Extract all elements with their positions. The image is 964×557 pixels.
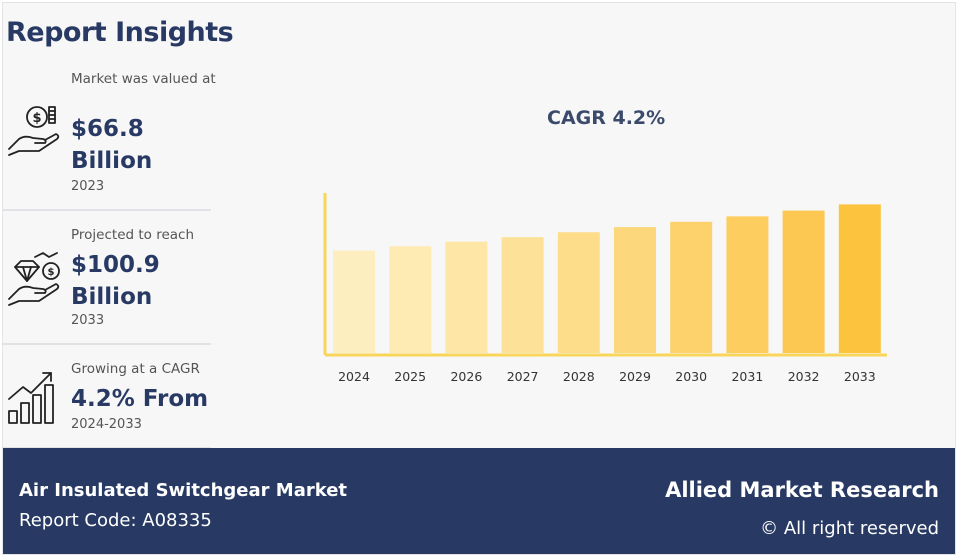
chart-title: CAGR 4.2%: [547, 107, 666, 129]
bar-chart: 2024 2025 2026 2027 2028 2029 2030 2031 2032 2033: [323, 193, 887, 384]
bar-2027: [501, 237, 544, 353]
bar-2024: [333, 250, 375, 353]
bar-2030: [670, 221, 713, 353]
diamond-hand-icon: $: [8, 252, 60, 306]
stat-year: 2023: [71, 179, 105, 194]
stat-projected-value: $ Projected to reach $100.9 Billion 2033: [3, 211, 211, 343]
stat-year: 2024-2033: [71, 417, 142, 432]
stat-label: Market was valued at: [71, 71, 216, 87]
x-tick-label: 2033: [844, 369, 876, 384]
stat-value: 4.2% From: [71, 386, 209, 412]
x-tick-label: 2031: [731, 369, 763, 384]
bar-2028: [557, 232, 600, 353]
copyright-text: © All right reserved: [760, 518, 939, 539]
brand-name: Allied Market Research: [665, 478, 939, 502]
bar-2029: [614, 227, 656, 353]
bar-2026: [445, 241, 488, 353]
money-hand-icon: $: [8, 106, 60, 156]
x-tick-label: 2032: [788, 369, 820, 384]
x-tick-label: 2030: [675, 369, 707, 384]
report-code: Report Code: A08335: [19, 510, 212, 531]
x-tick-label: 2027: [507, 369, 539, 384]
growth-bars-icon: [8, 372, 54, 424]
x-tick-label: 2026: [450, 369, 482, 384]
page-title: Report Insights: [6, 17, 234, 48]
x-tick-label: 2028: [563, 369, 595, 384]
stat-cagr: Growing at a CAGR 4.2% From 2024-2033: [3, 345, 211, 447]
footer: Air Insulated Switchgear Market Report C…: [3, 448, 955, 554]
stat-label: Projected to reach: [71, 227, 195, 243]
bar-2031: [726, 216, 769, 353]
x-tick-label: 2029: [619, 369, 651, 384]
stat-year: 2033: [71, 313, 105, 328]
divider: [3, 209, 211, 211]
stat-value: $66.8 Billion: [71, 116, 153, 174]
bar-2032: [782, 210, 825, 353]
bar-2025: [389, 246, 432, 353]
svg-text:$: $: [48, 267, 55, 278]
divider: [3, 343, 211, 345]
stat-label: Growing at a CAGR: [71, 361, 200, 377]
x-tick-label: 2025: [394, 369, 426, 384]
stat-market-value: $ Market was valued at $66.8 Billion 202…: [3, 61, 216, 209]
svg-text:$: $: [32, 111, 41, 126]
bar-2033: [838, 204, 881, 353]
stat-value: $100.9 Billion: [71, 252, 160, 310]
market-name: Air Insulated Switchgear Market: [19, 480, 348, 501]
x-tick-label: 2024: [338, 369, 370, 384]
